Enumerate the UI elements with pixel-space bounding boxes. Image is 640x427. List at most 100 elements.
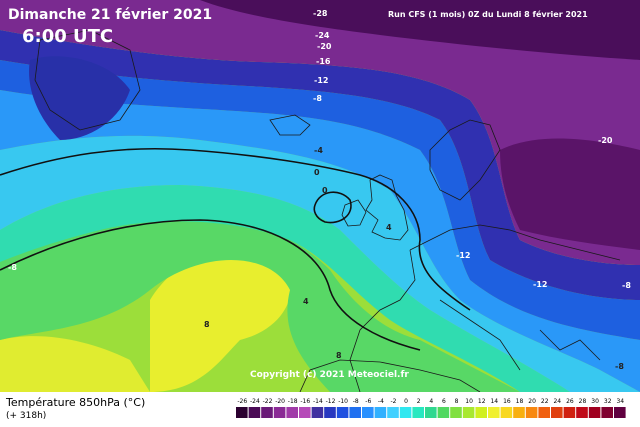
variable-label: Température 850hPa (°C) [6,396,146,409]
contour-label: -16 [316,57,331,66]
legend-color-swatch [551,407,563,418]
coast-greenland [34,29,141,131]
legend-color-swatch [387,407,399,418]
cool-zone-aqua [0,185,570,392]
coast-africa [299,359,481,392]
legend-tick-label: 16 [503,398,511,405]
forecast-date: Dimanche 21 février 2021 [8,7,213,23]
legend-color-swatch [248,407,261,418]
copyright-notice: Copyright (c) 2021 Meteociel.fr [250,370,409,380]
contour-label: -20 [598,136,613,145]
legend-color-swatch [462,407,475,418]
legend-tick-label: -16 [300,398,310,405]
legend-color-swatch [273,407,286,418]
lead-time-label: (+ 318h) [6,411,47,421]
legend-tick-label: -2 [391,398,397,405]
legend-color-swatch [614,407,626,418]
contour-label: 0 [322,186,328,195]
legend-color-swatch [576,407,588,418]
legend-color-swatch [488,407,500,418]
contour-label: 8 [204,320,210,329]
legend-tick-label: -12 [326,398,336,405]
legend-tick-label: -18 [288,398,298,405]
legend-color-swatch [588,407,601,418]
legend-color-swatch [525,407,538,418]
legend-color-swatch [513,407,525,418]
legend-color-swatch [399,407,412,418]
legend-tick-label: -20 [275,398,285,405]
legend-tick-label: 14 [490,398,498,405]
contour-label: 0 [314,168,320,177]
legend-tick-label: 32 [604,398,612,405]
legend-color-swatch [500,407,513,418]
warm-zone-yellow-2 [0,336,150,392]
contour-label: -8 [615,362,624,371]
legend-tick-label: 30 [591,398,599,405]
legend-tick-label: 10 [465,398,473,405]
contour-label: -12 [456,251,470,260]
contour-label-group: -28 -24 -20 -16 -12 -8 -4 0 0 -20 -12 -1… [8,9,631,371]
model-run-info: Run CFS (1 mois) 0Z du Lundi 8 février 2… [388,10,588,19]
legend-color-swatch [236,407,248,418]
legend-color-swatch [475,407,487,418]
legend-tick-label: -10 [338,398,348,405]
isotherm-four [0,219,421,351]
arctic-core [200,0,640,60]
legend-color-swatch [311,407,324,418]
legend-color-swatch [601,407,613,418]
isotherm-zero [0,147,471,311]
legend-tick-label: -6 [365,398,371,405]
contour-label: -12 [314,76,328,85]
contour-label: -4 [314,146,323,155]
very-cold-core [500,138,640,250]
legend-tick-label: 4 [429,398,433,405]
legend-tick-label: 6 [442,398,446,405]
greenland-cold-core [29,56,131,140]
legend-tick-label: -4 [378,398,384,405]
legend-tick-label: 20 [528,398,536,405]
legend-color-swatch [425,407,437,418]
very-cold-zone-purple [0,0,640,265]
contour-label: -24 [315,31,330,40]
legend-tick-label: 22 [541,398,549,405]
legend-color-swatch [362,407,374,418]
legend-tick-label: -14 [313,398,323,405]
legend-color-swatch [286,407,298,418]
legend-tick-label: -24 [250,398,260,405]
contour-label: 4 [303,297,309,306]
contour-label: -28 [313,9,328,18]
cold-zone-blue [0,60,640,340]
cool-zone-cyan [0,135,640,392]
coast-scandinavia [429,119,501,201]
legend-color-swatch [412,407,424,418]
legend-tick-label: -22 [263,398,273,405]
legend-color-swatch [299,407,311,418]
legend-color-swatch [450,407,462,418]
legend-tick-label: 2 [417,398,421,405]
legend-tick-label: 34 [616,398,624,405]
coast-europe [349,224,621,392]
legend-color-swatch [437,407,450,418]
coast-britain [365,174,409,241]
temperature-map-canvas: -28 -24 -20 -16 -12 -8 -4 0 0 -20 -12 -1… [0,0,640,392]
legend-tick-label: 26 [566,398,574,405]
cold-zone-darkblue [0,30,640,300]
legend-tick-label: 8 [455,398,459,405]
warm-zone-yellow [150,245,293,392]
color-scale-legend: -26 -24 -22 -20 -18 -16 -14 -12 -10 -8 -6 -4 -2 0 2 4 6 8… [236,398,626,418]
legend-color-swatch [261,407,273,418]
contour-label: 8 [336,351,342,360]
coast-iceland [269,114,311,136]
contour-label: -8 [8,263,17,272]
coast-ireland [341,199,367,227]
legend-tick-label: 28 [579,398,587,405]
legend-color-swatch [563,407,576,418]
contour-label: -8 [313,94,322,103]
forecast-time: 6:00 UTC [22,26,114,47]
legend-color-swatch [336,407,349,418]
legend-tick-label: 0 [404,398,408,405]
isotherms [0,147,471,351]
legend-color-swatch [349,407,361,418]
legend-color-swatch [374,407,387,418]
